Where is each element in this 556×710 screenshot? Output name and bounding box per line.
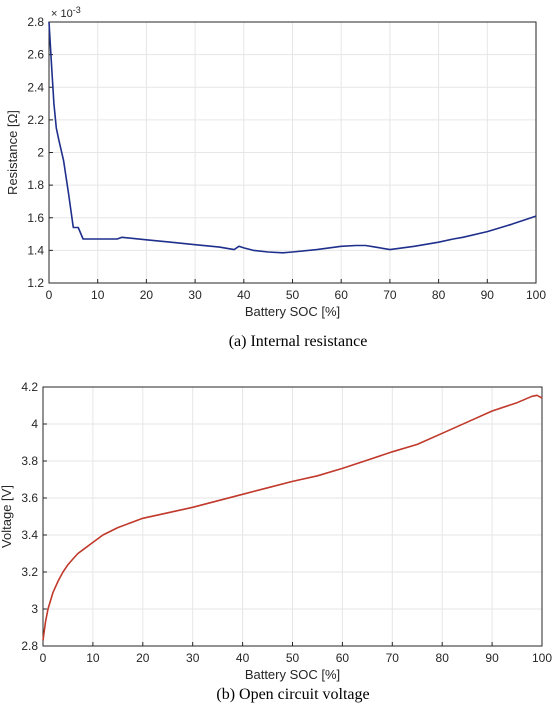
- grid: [48, 21, 537, 284]
- y-tick-label: 1.2: [27, 276, 44, 290]
- x-tick-label: 30: [188, 288, 202, 302]
- x-tick-label: 100: [526, 288, 546, 302]
- y-tick-label: 4: [31, 417, 38, 431]
- y-tick-label: 2.8: [21, 639, 38, 653]
- x-tick-label: 70: [386, 651, 400, 665]
- grid: [42, 386, 543, 647]
- y-tick-label: 4.2: [21, 380, 38, 394]
- x-tick-label: 70: [383, 288, 397, 302]
- x-tick-label: 10: [91, 288, 105, 302]
- x-axis-label: Battery SOC [%]: [245, 304, 340, 319]
- y-tick-label: 3.4: [21, 528, 38, 542]
- y-tick-label: 2.6: [27, 48, 44, 62]
- y-tick-label: 3: [31, 602, 38, 616]
- x-tick-label: 40: [236, 651, 250, 665]
- y-tick-label: 1.8: [27, 178, 44, 192]
- y-tick-label: 1.4: [27, 243, 44, 257]
- x-tick-label: 60: [335, 288, 349, 302]
- y-axis-label: Voltage [V]: [0, 485, 14, 548]
- chart-internal-resistance: 0 10 20 30 40 50 60 70 80 90 100 1.2 1.4 1.6 1.8 2 2.2 2.…: [5, 5, 546, 319]
- x-tick-label: 100: [532, 651, 552, 665]
- y-tick-label: 2: [37, 146, 44, 160]
- x-tick-label: 90: [485, 651, 499, 665]
- x-tick-label: 60: [336, 651, 350, 665]
- x-tick-label: 30: [186, 651, 200, 665]
- y-tick-label: 2.8: [27, 15, 44, 29]
- y-tick-label: 1.6: [27, 211, 44, 225]
- series-line: [48, 21, 537, 254]
- y-exponent-label: × 10-3: [51, 5, 81, 20]
- y-tick-label: 3.8: [21, 454, 38, 468]
- x-tick-label: 0: [46, 288, 53, 302]
- series-line: [42, 394, 543, 641]
- y-axis-label: Resistance [Ω]: [5, 110, 20, 195]
- y-tick-label: 2.4: [27, 80, 44, 94]
- y-tick-label: 3.2: [21, 565, 38, 579]
- x-tick-label: 80: [432, 288, 446, 302]
- x-tick-label: 40: [237, 288, 251, 302]
- chart-open-circuit-voltage: 0 10 20 30 40 50 60 70 80 90 100 2.8 3 3.2 3.4 3.6 3.8 4 4…: [0, 380, 552, 682]
- x-tick-label: 80: [436, 651, 450, 665]
- y-tick-label: 3.6: [21, 491, 38, 505]
- x-tick-label: 90: [481, 288, 495, 302]
- x-tick-label: 50: [286, 651, 300, 665]
- y-tick-label: 2.2: [27, 113, 44, 127]
- x-tick-label: 0: [40, 651, 47, 665]
- x-tick-label: 20: [140, 288, 154, 302]
- x-tick-label: 50: [286, 288, 300, 302]
- x-tick-label: 20: [136, 651, 150, 665]
- caption-b: (b) Open circuit voltage: [216, 686, 369, 703]
- x-axis-label: Battery SOC [%]: [245, 667, 340, 682]
- x-tick-label: 10: [86, 651, 100, 665]
- caption-a: (a) Internal resistance: [229, 333, 368, 350]
